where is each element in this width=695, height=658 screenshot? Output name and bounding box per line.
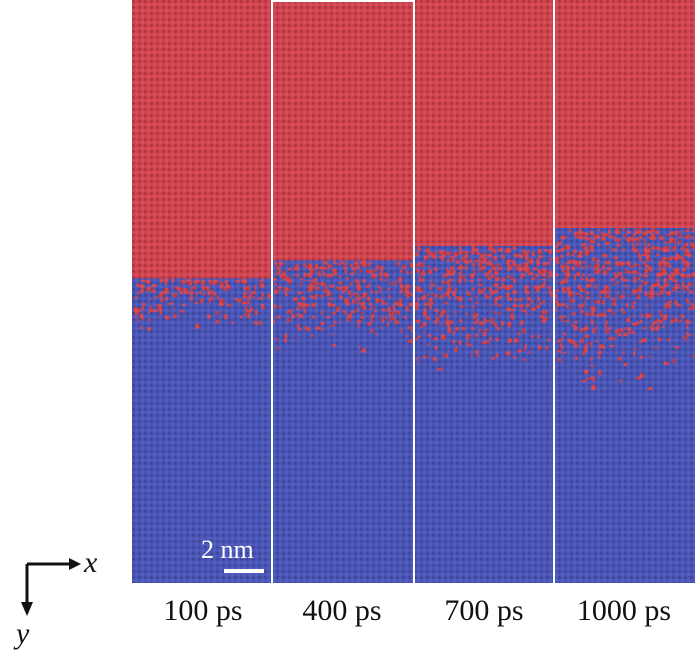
axis-arrows-icon [21,558,81,616]
panel-label-400ps: 400 ps [302,594,382,627]
panel-label-1000ps: 1000 ps [576,594,672,627]
panel-400ps [272,0,415,583]
scalebar-line [224,569,264,573]
panel-divider [553,0,555,583]
panel-label-700ps: 700 ps [444,594,524,627]
panel-divider [413,0,415,583]
x-axis-label: x [84,546,98,579]
panel-1000ps [554,0,695,583]
panel-label-100ps: 100 ps [163,594,243,627]
scalebar-label: 2 nm [201,535,254,564]
panel-divider [271,0,273,583]
y-axis-label: y [16,617,30,650]
panel-700ps [414,0,555,583]
simulation-snapshots [132,0,695,583]
panel-100ps [132,0,273,583]
